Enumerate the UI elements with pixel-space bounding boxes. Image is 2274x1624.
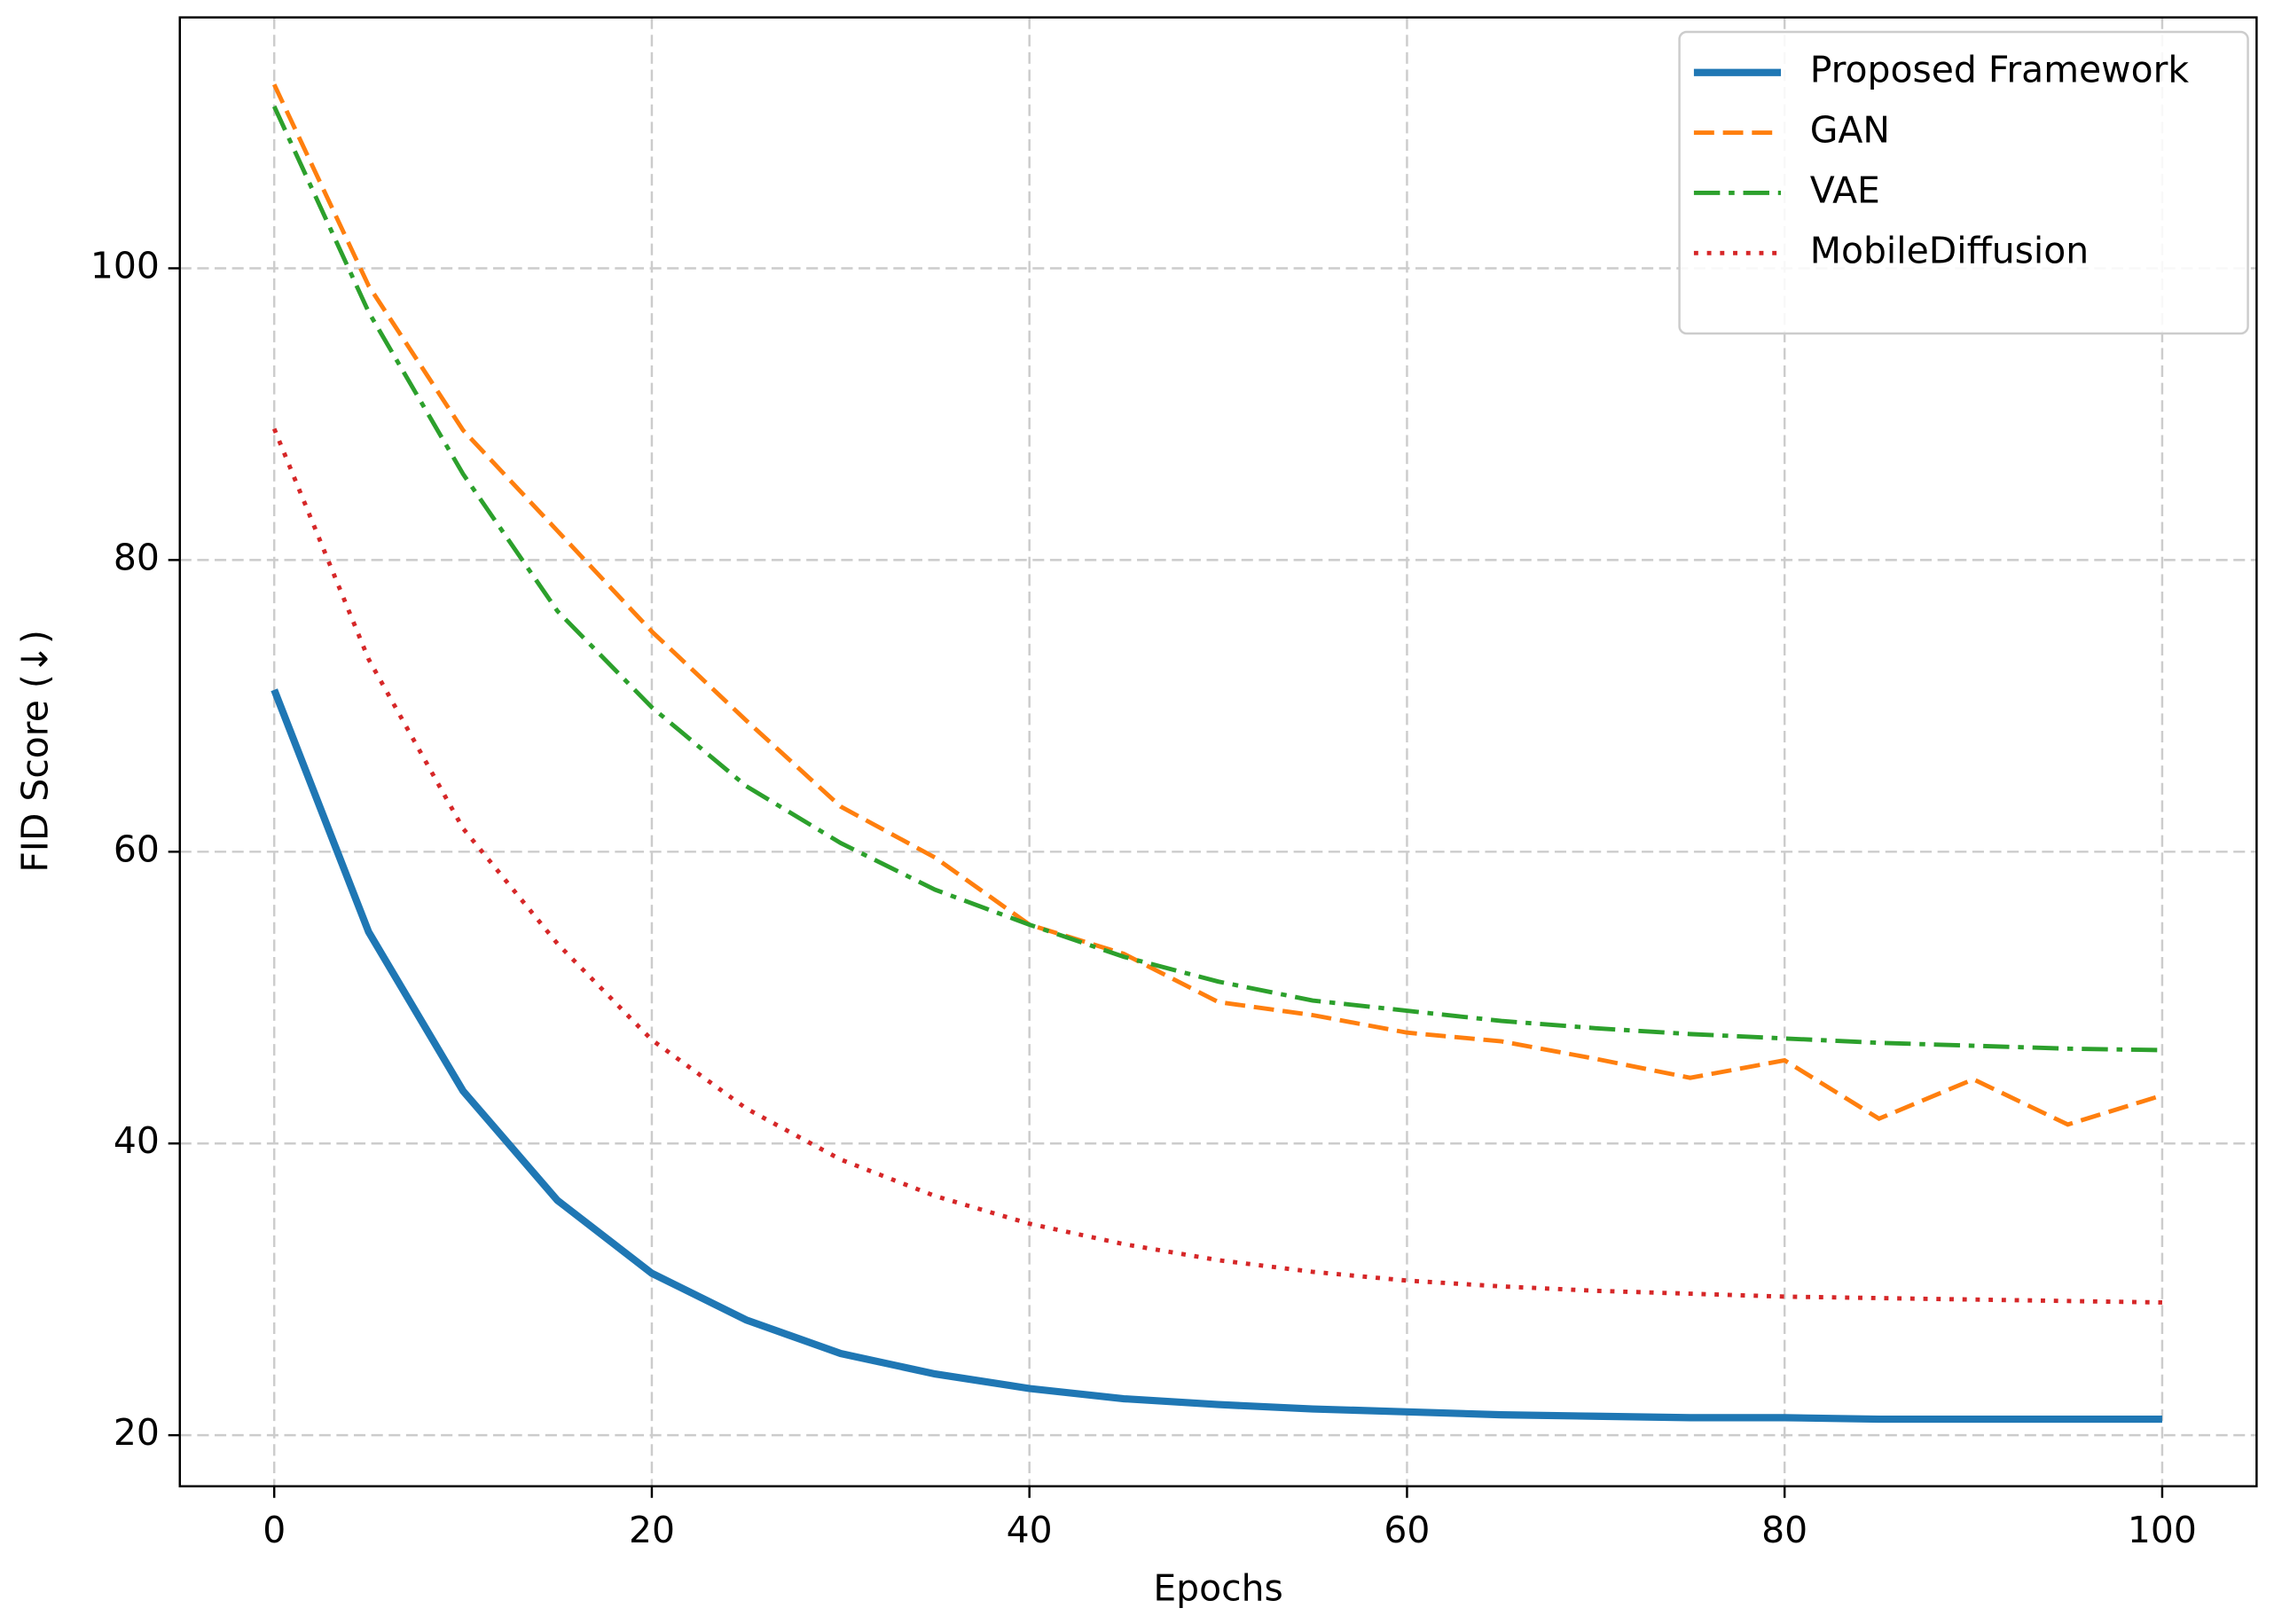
x-tick-label: 60 (1384, 1509, 1430, 1551)
y-tick-label: 60 (114, 828, 160, 870)
y-axis-label: FID Score (↓) (14, 630, 57, 873)
legend-label: Proposed Framework (1810, 49, 2190, 91)
series-line (271, 688, 2162, 1424)
y-tick-label: 20 (114, 1411, 160, 1454)
legend-label: MobileDiffusion (1810, 229, 2089, 271)
x-axis-label: Epochs (1153, 1566, 1282, 1609)
series-line (271, 428, 2162, 1305)
y-tick-label: 80 (114, 536, 160, 578)
plot-frame (178, 16, 2258, 1487)
y-tick-label: 40 (114, 1119, 160, 1162)
y-tick-label: 100 (90, 244, 160, 286)
legend: Proposed Framework GAN VAE MobileDiffusion (1678, 30, 2249, 335)
x-tick-label: 0 (263, 1509, 286, 1551)
x-tick-label: 100 (2128, 1509, 2197, 1551)
x-tick-label: 80 (1761, 1509, 1807, 1551)
legend-box (1678, 30, 2249, 335)
x-tick-label: 40 (1007, 1509, 1053, 1551)
x-tick-label: 20 (629, 1509, 675, 1551)
series-line (271, 105, 2162, 1053)
series-line (271, 83, 2163, 1127)
legend-label: VAE (1810, 169, 1880, 211)
legend-label: GAN (1810, 109, 1890, 152)
